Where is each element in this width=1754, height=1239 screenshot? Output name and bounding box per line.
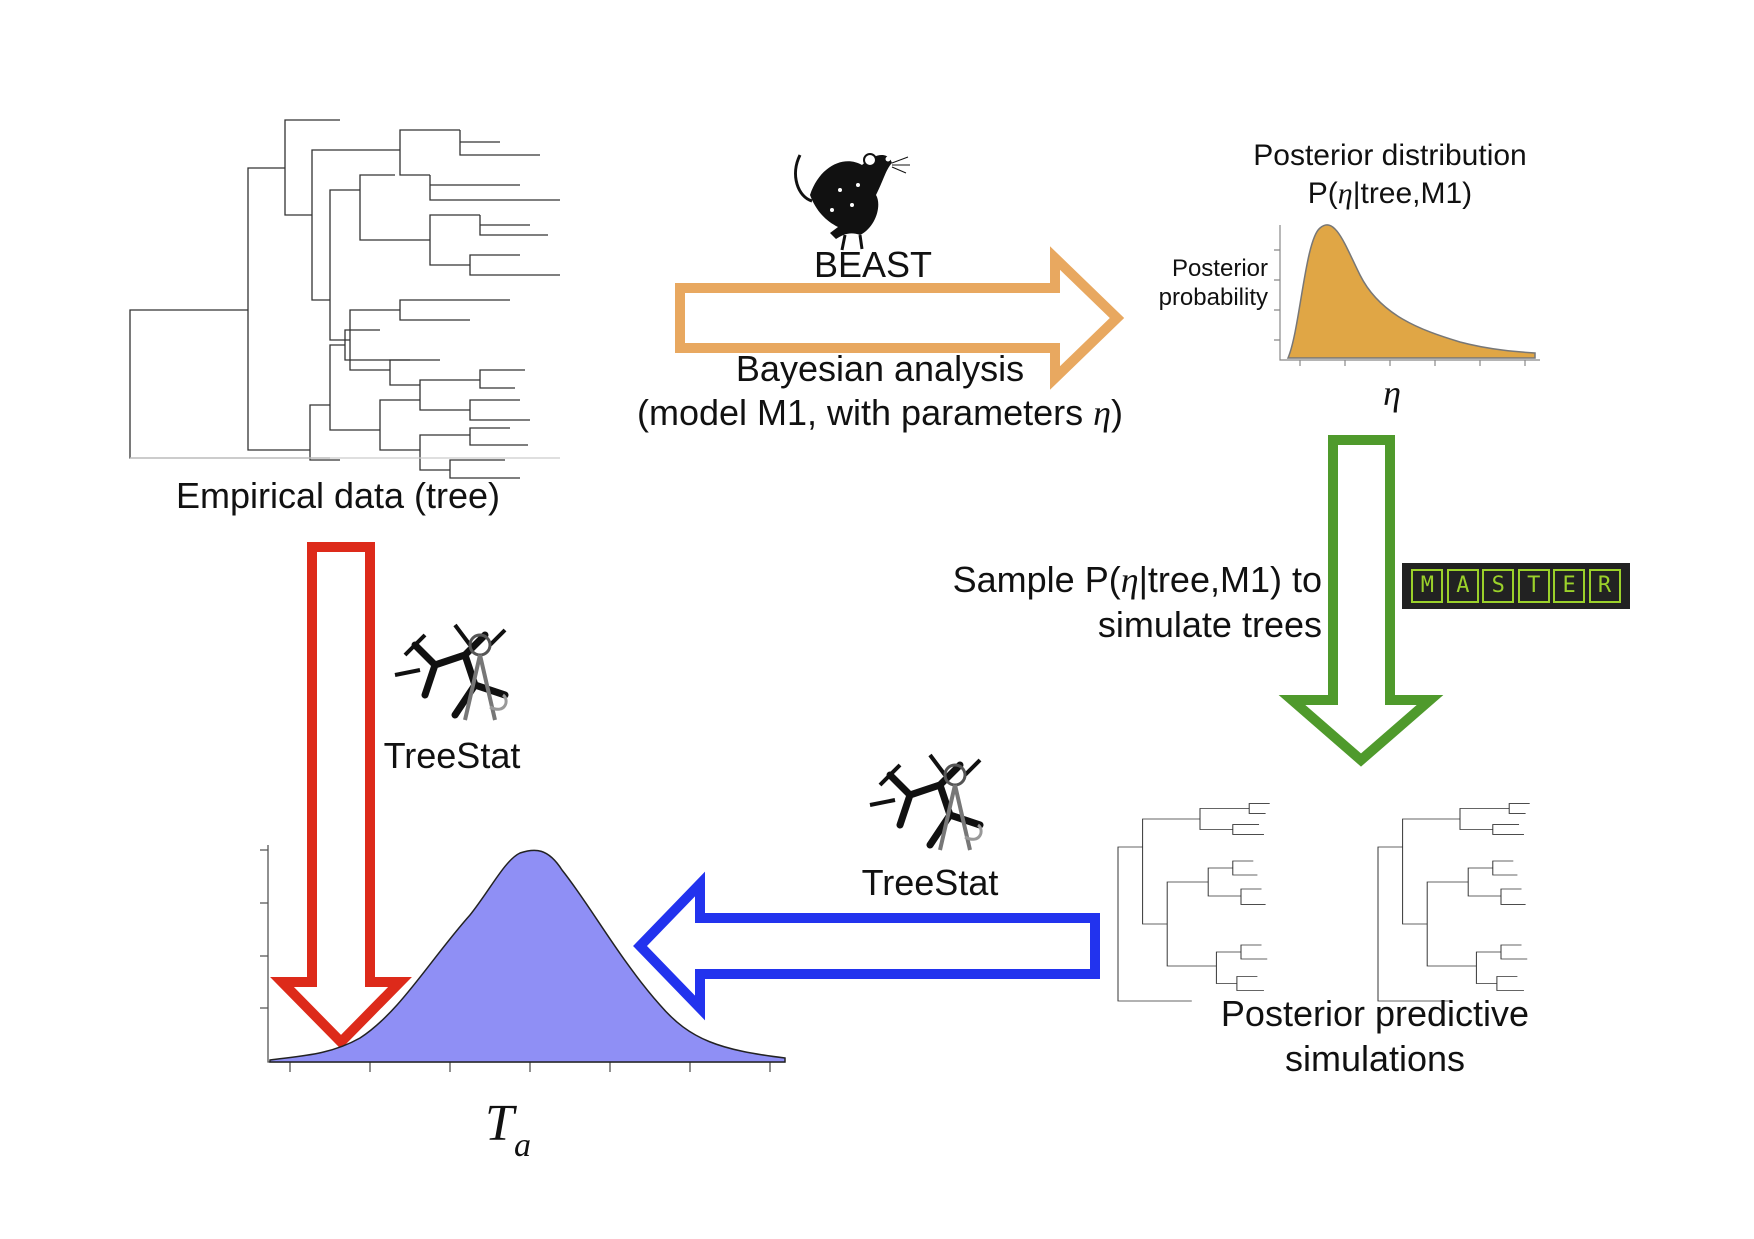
empirical-arrow (270, 542, 412, 1050)
treestat-icon (394, 623, 509, 721)
posterior-ylabel-1: Posterior (1172, 255, 1268, 282)
treestat-right-label: TreeStat (862, 862, 999, 903)
beast-label: BEAST (814, 244, 932, 285)
posterior-title: Posterior distribution (1253, 139, 1526, 172)
treestat-arrow (633, 871, 1100, 1021)
master-letter: M (1411, 569, 1444, 603)
master-letter: E (1553, 569, 1586, 603)
treestat-left-label: TreeStat (384, 735, 521, 776)
simulated-tree-icon (1117, 803, 1271, 1002)
treestat-icon (869, 753, 984, 851)
master-letter: S (1482, 569, 1515, 603)
posterior-subtitle: P(η|tree,M1) (1308, 177, 1472, 210)
master-letter: R (1588, 569, 1621, 603)
posterior-axes (1274, 225, 1540, 366)
sample-label-line2: simulate trees (1098, 604, 1322, 645)
posterior-xlabel: η (1383, 373, 1401, 413)
master-letter: T (1517, 569, 1550, 603)
master-logo: M A S T E R (1402, 563, 1630, 609)
ta-label: Ta (485, 1095, 531, 1164)
ppd-label-line2: simulations (1285, 1038, 1465, 1079)
mouse-icon (794, 153, 910, 251)
ta-curve (269, 849, 786, 1063)
bayesian-label-line1: Bayesian analysis (736, 348, 1024, 389)
posterior-curve (1286, 224, 1536, 359)
master-arrow (1278, 435, 1444, 767)
ppd-label-line1: Posterior predictive (1221, 993, 1529, 1034)
empirical-label: Empirical data (tree) (176, 475, 500, 516)
posterior-ylabel-2: probability (1159, 284, 1268, 311)
master-letter: A (1446, 569, 1479, 603)
empirical-tree-icon (129, 119, 560, 479)
sample-label-line1: Sample P(η|tree,M1) to (953, 559, 1322, 600)
simulated-tree-icon (1377, 803, 1531, 1002)
beast-arrow (675, 246, 1125, 390)
bayesian-label-line2: (model M1, with parameters η) (637, 392, 1123, 433)
